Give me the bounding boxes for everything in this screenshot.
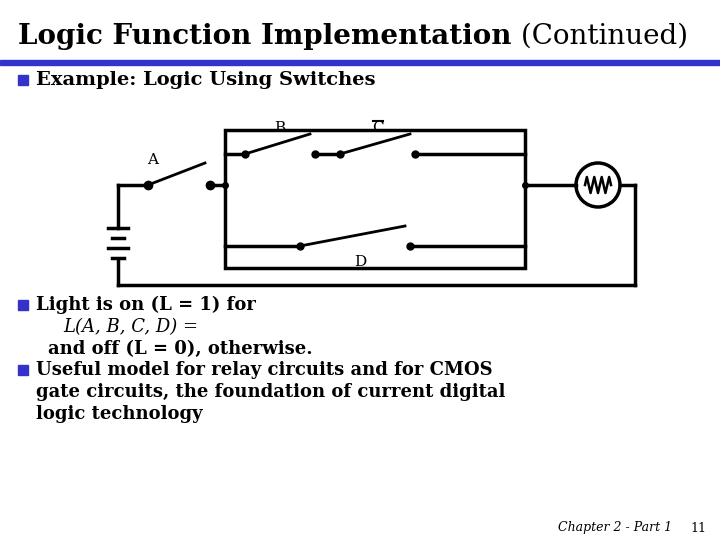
Bar [0,60,720,65]
Text: A: A [148,153,158,167]
Text: Example: Logic Using Switches: Example: Logic Using Switches [36,71,376,89]
Text: D: D [354,255,366,269]
Text: (Continued): (Continued) [511,23,688,50]
Bar [18,365,28,375]
Text: gate circuits, the foundation of current digital: gate circuits, the foundation of current… [36,383,505,401]
Text: B: B [274,121,286,135]
Text: Light is on (L = 1) for: Light is on (L = 1) for [36,296,256,314]
Text: Useful model for relay circuits and for CMOS: Useful model for relay circuits and for … [36,361,492,379]
Text: L(A, B, C, D) =: L(A, B, C, D) = [63,318,198,336]
Text: 11: 11 [690,522,706,535]
Bar [225,130,525,268]
Text: C: C [372,121,383,135]
Bar [18,75,28,85]
Text: and off (L = 0), otherwise.: and off (L = 0), otherwise. [48,340,312,358]
Text: logic technology: logic technology [36,405,202,423]
Text: Logic Function Implementation: Logic Function Implementation [18,23,511,50]
Bar [18,300,28,310]
Text: Chapter 2 - Part 1: Chapter 2 - Part 1 [558,522,672,535]
